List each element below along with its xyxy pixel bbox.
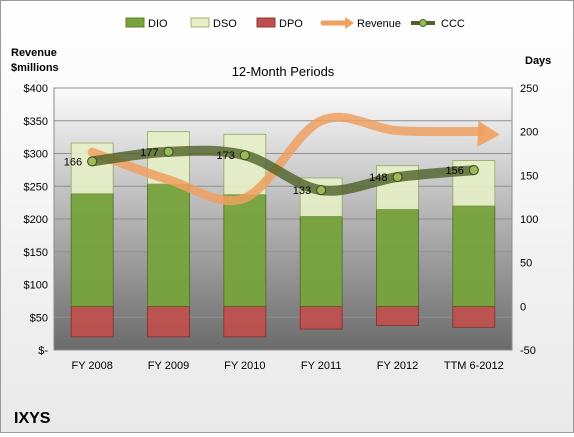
ccc-point bbox=[392, 172, 403, 183]
bar-dpo bbox=[70, 305, 114, 338]
left-tick-label: $300 bbox=[24, 149, 48, 161]
bar-dpo bbox=[147, 305, 190, 338]
bar-dpo bbox=[223, 305, 267, 338]
right-tick-label: 250 bbox=[520, 83, 538, 95]
bar-dio bbox=[147, 183, 190, 307]
left-tick-label: $350 bbox=[24, 116, 48, 128]
revenue-arrowhead bbox=[477, 120, 500, 147]
category-label: FY 2009 bbox=[148, 360, 189, 372]
right-tick-label: 150 bbox=[520, 170, 538, 182]
legend-label-ccc: CCC bbox=[441, 18, 465, 30]
ccc-data-label: 173 bbox=[216, 150, 234, 162]
left-tick-label: $150 bbox=[24, 247, 48, 259]
ccc-data-label: 177 bbox=[140, 147, 158, 159]
ccc-data-label: 166 bbox=[64, 156, 82, 168]
legend-arrow-revenue bbox=[345, 17, 354, 29]
bar-dio bbox=[376, 208, 419, 307]
left-axis-title-line1: Revenue bbox=[11, 47, 57, 59]
bar-dpo bbox=[452, 305, 496, 328]
legend-swatch-dio bbox=[125, 17, 145, 28]
legend-label-dio: DIO bbox=[148, 18, 168, 30]
category-label: FY 2011 bbox=[301, 360, 342, 372]
left-tick-label: $- bbox=[38, 345, 48, 357]
bar-dpo bbox=[299, 305, 343, 330]
ccc-point bbox=[468, 165, 479, 176]
legend-label-revenue: Revenue bbox=[357, 18, 401, 30]
bar-dio bbox=[452, 205, 496, 307]
ccc-data-label: 156 bbox=[445, 165, 463, 177]
right-tick-label: 50 bbox=[520, 258, 532, 270]
ccc-point bbox=[316, 185, 327, 196]
left-tick-label: $200 bbox=[24, 214, 48, 226]
ccc-data-label: 133 bbox=[293, 185, 311, 197]
right-axis-title: Days bbox=[525, 55, 551, 67]
company-name: IXYS bbox=[14, 410, 51, 427]
right-tick-label: 200 bbox=[520, 127, 538, 139]
bar-dio bbox=[223, 194, 267, 307]
left-tick-label: $50 bbox=[30, 312, 48, 324]
ccc-point bbox=[163, 146, 174, 157]
left-tick-label: $400 bbox=[24, 83, 48, 95]
category-label: FY 2008 bbox=[71, 360, 112, 372]
category-label: FY 2010 bbox=[224, 360, 265, 372]
bar-dio bbox=[299, 215, 343, 307]
chart-subtitle: 12-Month Periods bbox=[232, 64, 335, 79]
category-label: FY 2012 bbox=[377, 360, 418, 372]
revenue-line bbox=[87, 112, 487, 206]
left-axis-title-line2: $millions bbox=[11, 62, 59, 74]
legend-swatch-dpo bbox=[256, 17, 276, 28]
bar-dio bbox=[70, 193, 114, 307]
ccc-point bbox=[87, 156, 98, 167]
bar-dpo bbox=[376, 305, 419, 326]
ccc-point bbox=[239, 150, 250, 161]
legend-marker-ccc bbox=[419, 19, 427, 27]
legend-label-dso: DSO bbox=[213, 18, 237, 30]
right-tick-label: 0 bbox=[520, 301, 526, 313]
ccc-line bbox=[87, 145, 479, 196]
legend-swatch-dso bbox=[190, 17, 210, 28]
legend-label-dpo: DPO bbox=[279, 18, 303, 30]
category-label: TTM 6-2012 bbox=[444, 360, 504, 372]
left-tick-label: $100 bbox=[24, 280, 48, 292]
ccc-data-label: 148 bbox=[369, 172, 387, 184]
left-tick-label: $250 bbox=[24, 181, 48, 193]
legend: DIO DSO DPO Revenue CCC bbox=[125, 17, 465, 30]
right-tick-label: -50 bbox=[520, 345, 536, 357]
right-tick-label: 100 bbox=[520, 214, 538, 226]
